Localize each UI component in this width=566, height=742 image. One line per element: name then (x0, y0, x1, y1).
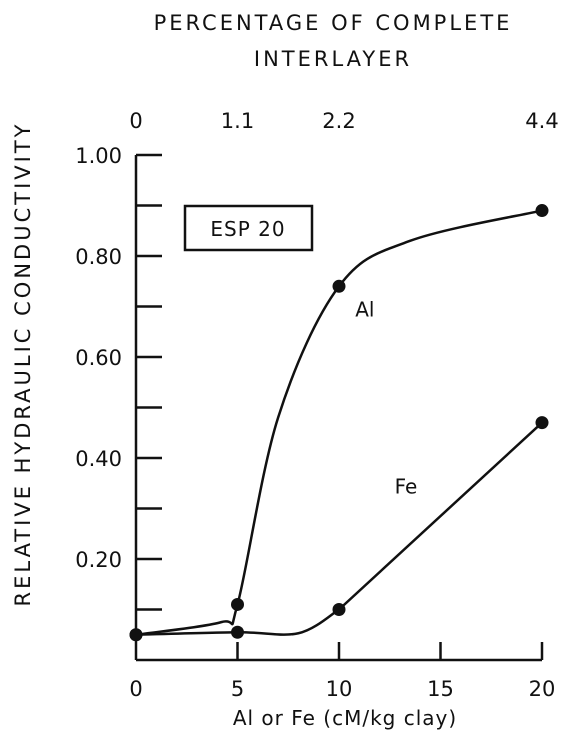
series-label-fe: Fe (395, 474, 418, 498)
y-tick-label: 1.00 (75, 144, 122, 168)
x-tick-label: 15 (427, 677, 454, 701)
x-tick-label: 5 (231, 677, 244, 701)
top-axis-title-line-2: INTERLAYER (254, 47, 412, 71)
series-line-al (135, 209, 543, 636)
series-point-fe (129, 628, 143, 642)
y-axis-title: RELATIVE HYDRAULIC CONDUCTIVITY (11, 122, 35, 607)
series-point-al (535, 204, 549, 218)
x-tick-label: 0 (129, 677, 142, 701)
series-point-fe (231, 625, 244, 639)
series-point-fe (535, 416, 549, 430)
y-tick-label: 0.40 (75, 447, 122, 471)
top-axis-title-line-1: PERCENTAGE OF COMPLETE (154, 11, 513, 35)
x-tick-label: 10 (326, 677, 353, 701)
series-line-fe (135, 421, 543, 636)
series-point-al (231, 597, 244, 611)
y-tick-label: 0.60 (75, 346, 122, 370)
x-tick-label: 20 (529, 677, 556, 701)
plot-area: 0.20 0.40 0.60 0.80 1.00 0 5 10 15 20 0 1.1 2.2 4.4 ES… (75, 109, 558, 701)
y-tick-label: 0.80 (75, 245, 122, 269)
annotation-label: ESP 20 (210, 217, 285, 241)
series-point-fe (332, 603, 346, 616)
y-tick-label: 0.20 (75, 548, 122, 572)
annotation-box (183, 204, 314, 252)
top-axis-tick-label: 0 (129, 109, 142, 133)
top-axis-tick-label: 2.2 (322, 109, 355, 133)
x-axis-title: Al or Fe (cM/kg clay) (233, 706, 457, 730)
top-axis-tick-label: 4.4 (525, 109, 558, 133)
top-axis-tick-label: 1.1 (221, 109, 254, 133)
series-label-al: Al (355, 298, 374, 322)
series-point-al (332, 279, 346, 293)
